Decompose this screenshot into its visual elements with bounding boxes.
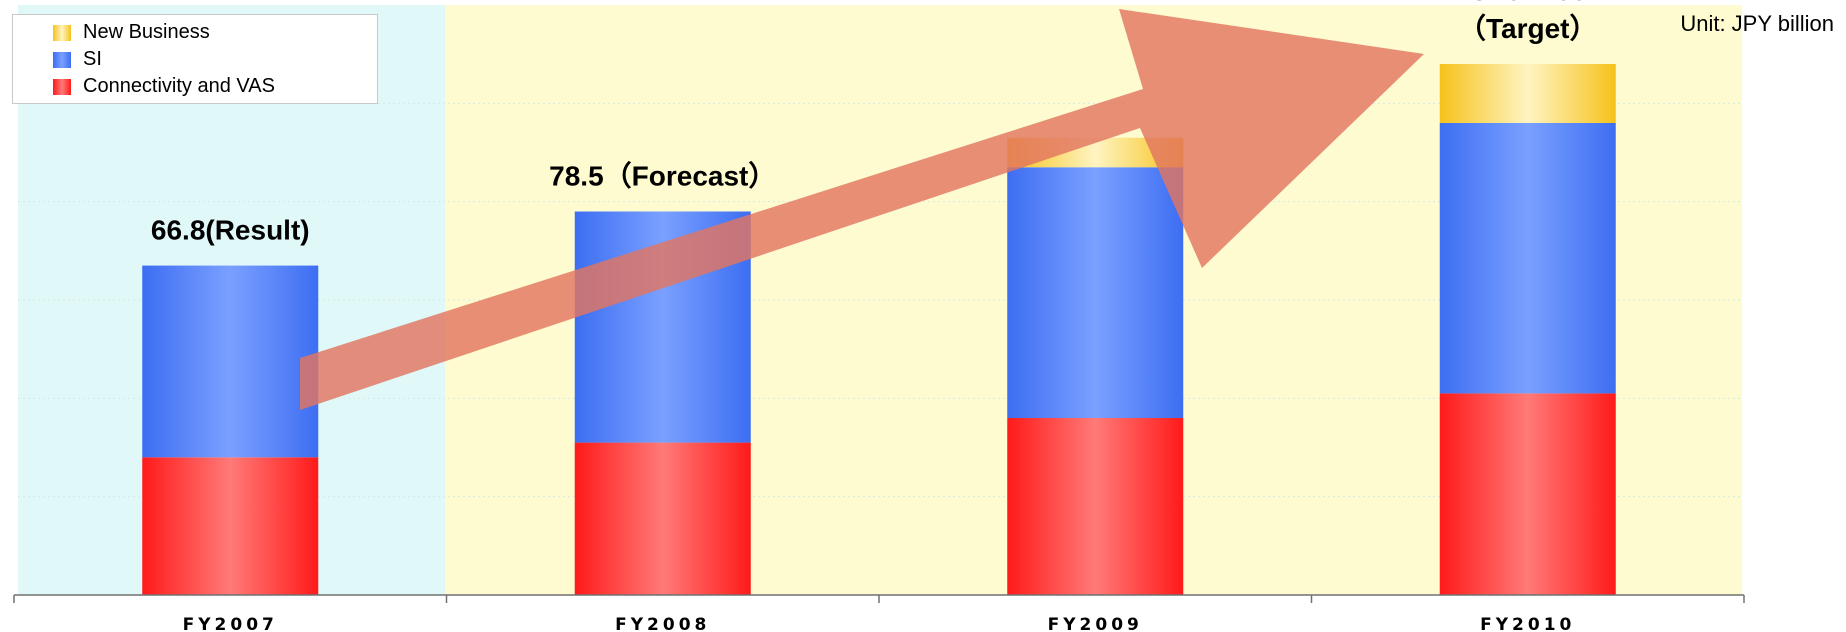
data-labels: 66.8(Result) 78.5（Forecast） Over 100 （Targe… [151, 0, 1598, 246]
x-axis-labels: FY2007 FY2008 FY2009 FY2010 [183, 615, 1575, 632]
bar-connectivity-and-vas-fy2007 [142, 457, 319, 595]
legend-swatch-si [53, 51, 71, 68]
legend-label-new-business: New Business [83, 21, 210, 43]
x-tick-label-fy2008: FY2008 [615, 615, 710, 632]
bar-connectivity-and-vas-fy2008 [574, 442, 751, 595]
legend-item-connectivity: Connectivity and VAS [53, 73, 377, 100]
x-tick-label-fy2010: FY2010 [1480, 615, 1575, 632]
data-label-fy2008: 78.5（Forecast） [549, 160, 776, 192]
x-axis-ticks [13, 595, 1745, 603]
legend-swatch-new-business [53, 24, 71, 41]
bar-connectivity-and-vas-fy2010 [1439, 393, 1616, 595]
legend: New Business SI Connectivity and VAS [12, 14, 378, 104]
bar-si-fy2007 [142, 265, 319, 458]
data-label-fy2007: 66.8(Result) [151, 215, 310, 246]
legend-swatch-connectivity [53, 78, 71, 95]
legend-item-new-business: New Business [53, 19, 377, 46]
bar-si-fy2009 [1007, 167, 1184, 418]
x-tick-label-fy2007: FY2007 [183, 615, 278, 632]
legend-label-connectivity: Connectivity and VAS [83, 75, 275, 97]
growth-arrow [300, 9, 1424, 410]
bar-si-fy2010 [1439, 123, 1616, 394]
bar-connectivity-and-vas-fy2009 [1007, 418, 1184, 595]
bar-new-business-fy2010 [1439, 64, 1616, 123]
data-label-fy2010: Over 100 [1469, 0, 1587, 6]
legend-item-si: SI [53, 46, 377, 73]
unit-label: Unit: JPY billion [1680, 11, 1834, 36]
bars [142, 64, 1616, 595]
x-tick-label-fy2009: FY2009 [1048, 615, 1143, 632]
data-label-fy2010: （Target） [1458, 12, 1598, 44]
legend-label-si: SI [83, 48, 102, 70]
